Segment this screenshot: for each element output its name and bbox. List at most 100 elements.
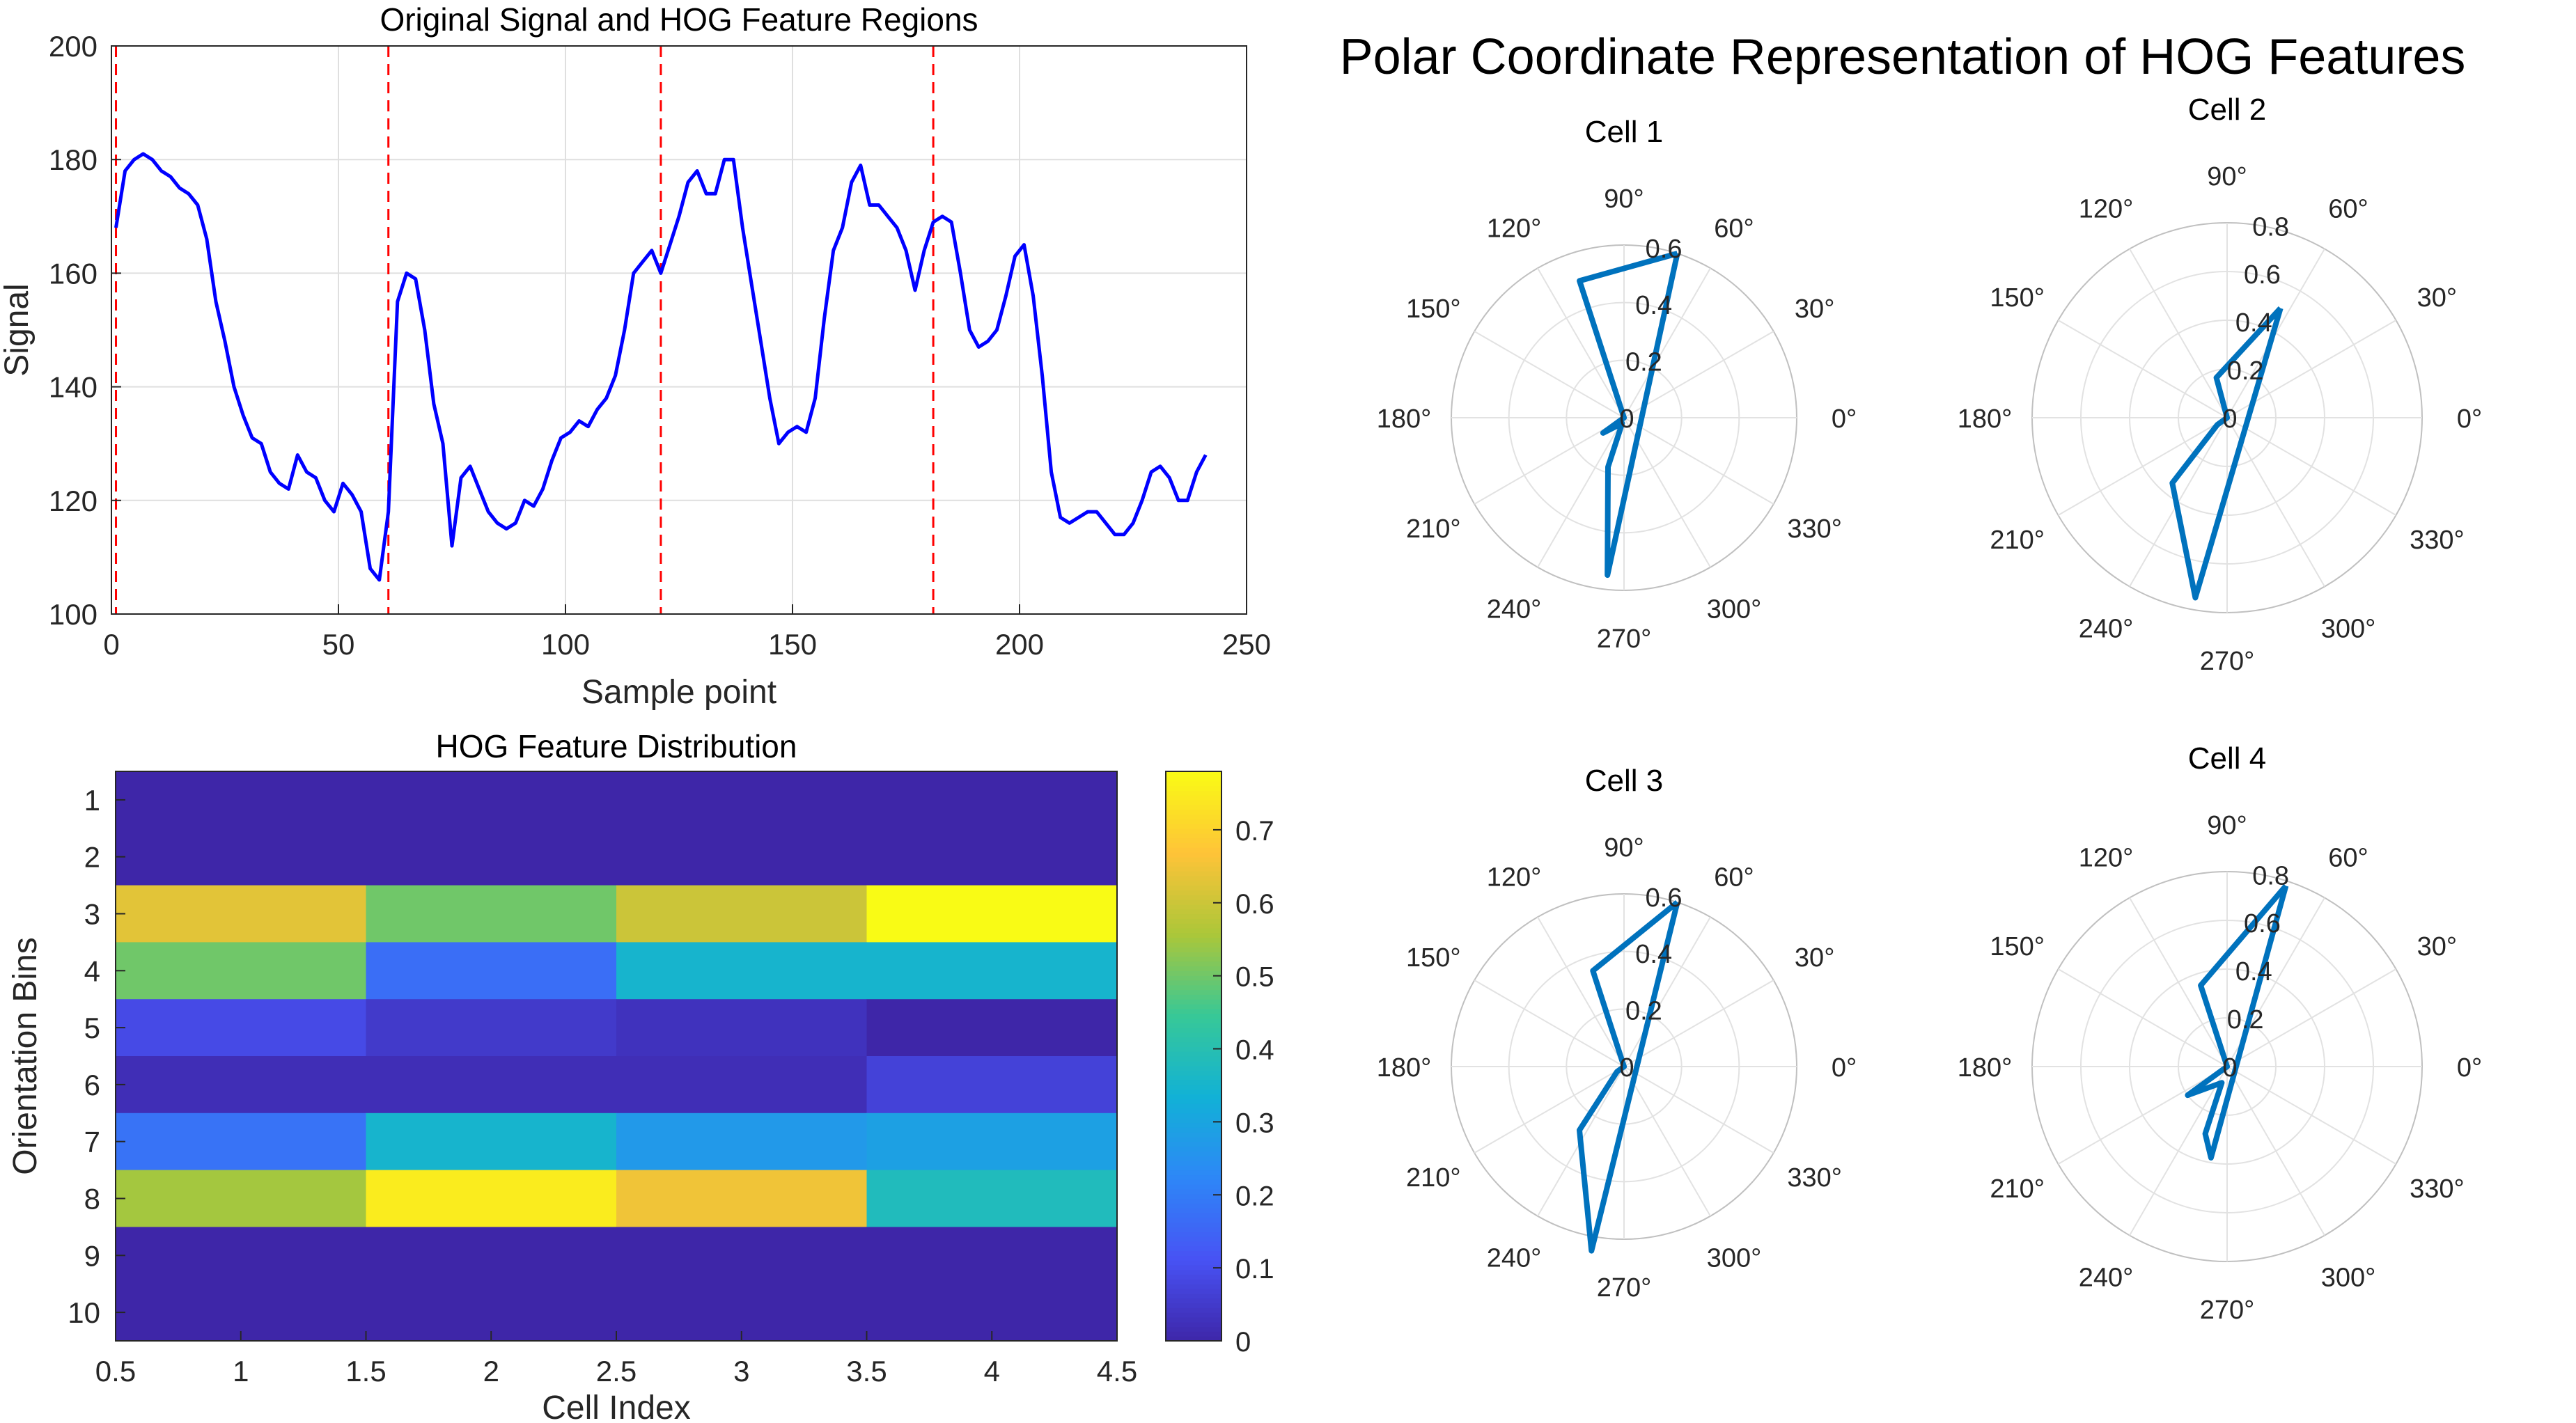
colorbar-segment	[1166, 1146, 1221, 1151]
colorbar-segment	[1166, 856, 1221, 863]
colorbar-segment	[1166, 1264, 1221, 1271]
line-chart-ylabel: Signal	[0, 283, 36, 376]
colorbar-segment	[1166, 909, 1221, 915]
colorbar-segment	[1166, 1008, 1221, 1014]
heatmap-x-tick-label: 2	[483, 1355, 499, 1387]
colorbar-tick-label: 0.6	[1235, 889, 1274, 920]
heatmap-y-tick-label: 8	[84, 1183, 100, 1216]
colorbar-segment	[1166, 1289, 1221, 1294]
heatmap-y-tick-label: 4	[84, 954, 100, 987]
polar-radial-tick-label: 0.4	[2235, 957, 2272, 986]
colorbar-segment	[1166, 1013, 1221, 1019]
polar-spoke	[1623, 267, 1711, 418]
heatmap-y-tick-label: 10	[68, 1296, 100, 1329]
polar-radial-tick-label: 0	[2222, 1053, 2237, 1083]
polar-spoke	[2058, 968, 2228, 1067]
signal-line-chart: 0 50 100 150 200 250 100 120 140 160 180 200 Origina…	[0, 1, 1271, 711]
colorbar-segment	[1166, 904, 1221, 910]
heatmap-x-tick-label: 4	[984, 1355, 1000, 1387]
polar-angle-label: 30°	[1795, 294, 1834, 324]
polar-radial-tick-label: 0.4	[1635, 940, 1672, 969]
colorbar-segment	[1166, 819, 1221, 824]
colorbar-segment	[1166, 899, 1221, 905]
colorbar-segment	[1166, 795, 1221, 801]
polar-radial-tick-label: 0.2	[2227, 356, 2264, 386]
polar-spoke	[1623, 1066, 1774, 1154]
polar-chart-title: Cell 3	[1585, 764, 1664, 798]
colorbar-segment	[1166, 1193, 1221, 1200]
colorbar-segment	[1166, 1037, 1221, 1043]
heatmap-cell	[616, 1170, 867, 1227]
polar-radial-tick-label: 0	[1619, 1053, 1634, 1083]
polar-angle-label: 0°	[2457, 1053, 2482, 1083]
polar-angle-label: 180°	[1958, 404, 2013, 434]
polar-spoke	[1474, 1066, 1625, 1154]
heatmap-cell	[366, 828, 617, 886]
heatmap-x-tick-label: 3	[733, 1355, 749, 1387]
heatmap-cell	[866, 828, 1118, 886]
x-tick-label: 200	[995, 628, 1044, 661]
colorbar-segment	[1166, 851, 1221, 858]
colorbar-segment	[1166, 790, 1221, 796]
colorbar-segment	[1166, 1217, 1221, 1223]
colorbar-tick-label: 0	[1235, 1327, 1251, 1358]
polar-angle-label: 300°	[2321, 614, 2376, 643]
polar-radial-tick-label: 0.8	[2252, 212, 2289, 242]
polar-charts: 0° 30° 60° 90° 120° 150° 180° 210° 240° 270° 300° 3…	[1377, 93, 2482, 1325]
colorbar-segment	[1166, 1284, 1221, 1289]
polar-spoke	[2058, 320, 2228, 418]
polar-angle-label: 30°	[1795, 943, 1834, 973]
colorbar-segment	[1166, 1160, 1221, 1166]
polar-angle-label: 210°	[1990, 1174, 2045, 1204]
colorbar-segment	[1166, 1113, 1221, 1119]
heatmap-xlabel: Cell Index	[542, 1390, 690, 1423]
colorbar-segment	[1166, 1156, 1221, 1161]
y-tick-label: 160	[49, 257, 97, 290]
polar-spoke	[1623, 1066, 1711, 1217]
polar-angle-label: 240°	[1487, 595, 1542, 624]
colorbar-segment	[1166, 861, 1221, 867]
polar-series-line	[1577, 899, 1680, 1254]
heatmap-cell	[866, 942, 1118, 1000]
colorbar-segment	[1166, 890, 1221, 895]
colorbar-segment	[1166, 970, 1221, 976]
polar-spoke	[2129, 897, 2228, 1067]
colorbar-segment	[1166, 780, 1221, 787]
colorbar-segment	[1166, 1108, 1221, 1114]
heatmap-cell	[366, 885, 617, 943]
colorbar-segment	[1166, 1222, 1221, 1227]
colorbar-segment	[1166, 1103, 1221, 1109]
heatmap-cell	[366, 1113, 617, 1171]
colorbar-segment	[1166, 1260, 1221, 1266]
heatmap-y-tick-label: 2	[84, 841, 100, 874]
polar-angle-label: 330°	[2410, 526, 2465, 555]
heatmap-x-tick-label: 2.5	[596, 1355, 637, 1387]
colorbar-segment	[1166, 828, 1221, 834]
colorbar-segment	[1166, 1279, 1221, 1284]
x-tick-label: 150	[768, 628, 817, 661]
polar-angle-label: 270°	[1597, 624, 1652, 654]
polar-spoke	[1537, 417, 1625, 568]
heatmap-y-tick-label: 3	[84, 898, 100, 931]
polar-chart-title: Cell 4	[2188, 741, 2267, 776]
heatmap-cell	[116, 1056, 366, 1114]
colorbar-segment	[1166, 1141, 1221, 1147]
colorbar-segment	[1166, 937, 1221, 943]
heatmap-cell	[866, 1227, 1118, 1284]
colorbar-segment	[1166, 1174, 1221, 1180]
polar-spoke	[1474, 417, 1625, 505]
polar-angle-label: 60°	[1714, 863, 1754, 892]
heatmap-y-tick-label: 5	[84, 1012, 100, 1044]
polar-angle-label: 240°	[1487, 1244, 1542, 1273]
x-tick-label: 100	[541, 628, 590, 661]
polar-chart-title: Cell 1	[1585, 115, 1664, 149]
colorbar-segment	[1166, 1032, 1221, 1038]
colorbar-segment	[1166, 980, 1221, 986]
polar-angle-label: 120°	[2079, 844, 2134, 873]
polar-chart-cell-2: 0° 30° 60° 90° 120° 150° 180° 210° 240° 270° 300° 3…	[1958, 93, 2482, 676]
polar-angle-label: 210°	[1990, 526, 2045, 555]
polar-series-line	[1577, 251, 1680, 579]
polar-angle-label: 330°	[2410, 1174, 2465, 1204]
colorbar-segment	[1166, 1127, 1221, 1133]
colorbar-segment	[1166, 1060, 1221, 1067]
